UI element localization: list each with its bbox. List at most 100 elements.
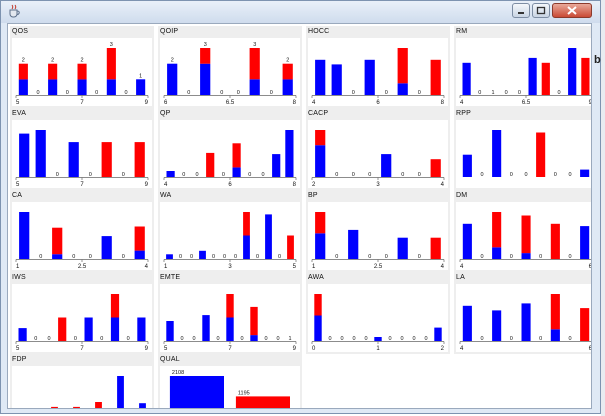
- bar-segment-red: [314, 294, 322, 316]
- bar-value-label: 0: [47, 336, 50, 342]
- bar-segment-blue: [521, 253, 531, 259]
- bar-value-label: 0: [424, 336, 427, 342]
- bar-value-label: 0: [270, 90, 273, 96]
- chart-panel: AWA 0 0 0 0 0 0 0 0 0 1 2: [306, 272, 450, 354]
- bar-value-label: 0: [401, 172, 404, 178]
- bar-segment-red: [206, 152, 215, 177]
- bar-segment-blue: [48, 79, 58, 95]
- bar-segment-blue: [169, 376, 224, 408]
- bar-value-label: 0: [418, 172, 421, 178]
- bar-segment-red: [430, 59, 441, 96]
- bar-segment-blue: [331, 64, 342, 95]
- bar-segment-blue: [462, 154, 472, 177]
- x-tick-label: 6: [228, 182, 232, 188]
- bar-value-label: 0: [568, 336, 571, 342]
- bar-segment-red: [232, 143, 241, 168]
- chart-grid: QOS 2 0 2 0 2 0 3 0 1 5 7 9 QOIP 2 0 3 0 0 3 0 2 6 6.5 8 HOCC 0 0 0 4…: [7, 23, 592, 409]
- close-button[interactable]: [552, 3, 592, 18]
- bar-segment-blue: [166, 254, 173, 259]
- chart-panel: LA 0 0 0 0 4 6: [454, 272, 591, 354]
- chart-panel: DM 0 0 0 0 4 6: [454, 190, 591, 272]
- bar-chart: 0 0 0 0 0 0 1 5 7 9: [160, 284, 300, 352]
- x-tick-label: 9: [145, 100, 149, 106]
- bar-value-label: 0: [122, 254, 125, 260]
- bar-value-label: 0: [352, 90, 355, 96]
- bar-value-label: 0: [480, 336, 483, 342]
- bar-value-label: 0: [182, 172, 185, 178]
- bar-value-label: 0: [180, 336, 183, 342]
- java-cup-icon: [9, 4, 20, 18]
- bar-chart: 0 1 0 0 0 4 6.5 9: [456, 38, 591, 106]
- bar-value-label: 0: [216, 336, 219, 342]
- panel-title: EMTE: [160, 274, 181, 281]
- bar-value-label: 0: [39, 254, 42, 260]
- bar-value-label: 0: [510, 172, 513, 178]
- chart-panel: QOIP 2 0 3 0 0 3 0 2 6 6.5 8: [158, 26, 302, 108]
- bar-value-label: 0: [89, 172, 92, 178]
- bar-value-label: 0: [364, 336, 367, 342]
- x-tick-label: 1: [312, 264, 316, 270]
- bar-chart: 0 0 0 0 0: [456, 120, 591, 188]
- bar-segment-blue: [167, 63, 178, 95]
- bar-segment-blue: [580, 226, 590, 259]
- bar-segment-blue: [101, 236, 112, 259]
- bar-value-label: 0: [190, 254, 193, 260]
- bar-segment-blue: [52, 254, 63, 259]
- bar-segment-red: [95, 402, 102, 408]
- bar-value-label: 0: [340, 336, 343, 342]
- minimize-button[interactable]: [512, 3, 530, 18]
- bar-chart-svg: 0 0 0 0 0: [462, 130, 590, 178]
- bar-segment-red: [397, 48, 408, 84]
- bar-value-label: 0: [539, 254, 542, 260]
- x-tick-label: 0: [312, 346, 316, 352]
- x-tick-label: 8: [441, 100, 445, 106]
- bar-chart-svg: 2 0 2 0 2 0 3 0 1 5 7 9: [15, 42, 149, 106]
- bar-value-label: 0: [400, 336, 403, 342]
- bar-value-label: 0: [510, 336, 513, 342]
- x-tick-label: 1: [376, 346, 380, 352]
- bar-value-label: 0: [179, 254, 182, 260]
- bar-chart: 2000000246: [12, 366, 152, 408]
- title-bar[interactable]: [1, 1, 600, 23]
- bar-segment-blue: [19, 133, 30, 177]
- bar-value-label: 0: [412, 336, 415, 342]
- chart-panel: FDP 2000000246: [10, 354, 154, 408]
- bar-segment-red: [580, 308, 590, 341]
- bar-segment-blue: [434, 327, 442, 341]
- panel-title: RM: [456, 28, 468, 35]
- bar-value-label: 0: [276, 336, 279, 342]
- x-tick-label: 4: [460, 100, 464, 106]
- bar-value-label: 0: [237, 90, 240, 96]
- bar-segment-blue: [580, 169, 590, 177]
- minimize-icon: [518, 12, 524, 14]
- bar-segment-red: [492, 212, 502, 248]
- bar-segment-blue: [315, 233, 326, 259]
- bar-value-label: 0: [36, 90, 39, 96]
- bar-value-label: 2: [51, 58, 54, 64]
- x-tick-label: 5: [16, 182, 20, 188]
- bar-chart-svg: 0 0 0 0 0 0 0 1 3 5: [163, 212, 297, 270]
- bar-segment-blue: [348, 229, 359, 259]
- x-tick-label: 5: [164, 346, 168, 352]
- bar-segment-red: [77, 63, 87, 80]
- maximize-button[interactable]: [532, 3, 550, 18]
- x-tick-label: 8: [293, 182, 297, 188]
- x-tick-label: 1: [164, 264, 168, 270]
- x-tick-label: 9: [145, 182, 149, 188]
- bar-value-label: 0: [223, 254, 226, 260]
- bar-value-label: 0: [385, 90, 388, 96]
- x-tick-label: 7: [80, 100, 84, 106]
- bar-segment-blue: [364, 59, 375, 96]
- x-tick-label: 7: [80, 182, 84, 188]
- bar-chart: 0 0 0 0 4 6: [456, 202, 591, 270]
- x-tick-label: 1: [16, 264, 20, 270]
- bar-value-label: 0: [256, 254, 259, 260]
- bar-chart-svg: 0 0 0 0 1 2.5 4: [311, 212, 445, 270]
- bar-value-label: 2: [80, 58, 83, 64]
- bar-segment-blue: [315, 59, 326, 96]
- bar-segment-red: [200, 48, 211, 64]
- bar-segment-blue: [397, 83, 408, 96]
- x-tick-label: 5: [293, 264, 297, 270]
- bar-value-label: 2108: [172, 370, 184, 376]
- bar-value-label: 0: [524, 172, 527, 178]
